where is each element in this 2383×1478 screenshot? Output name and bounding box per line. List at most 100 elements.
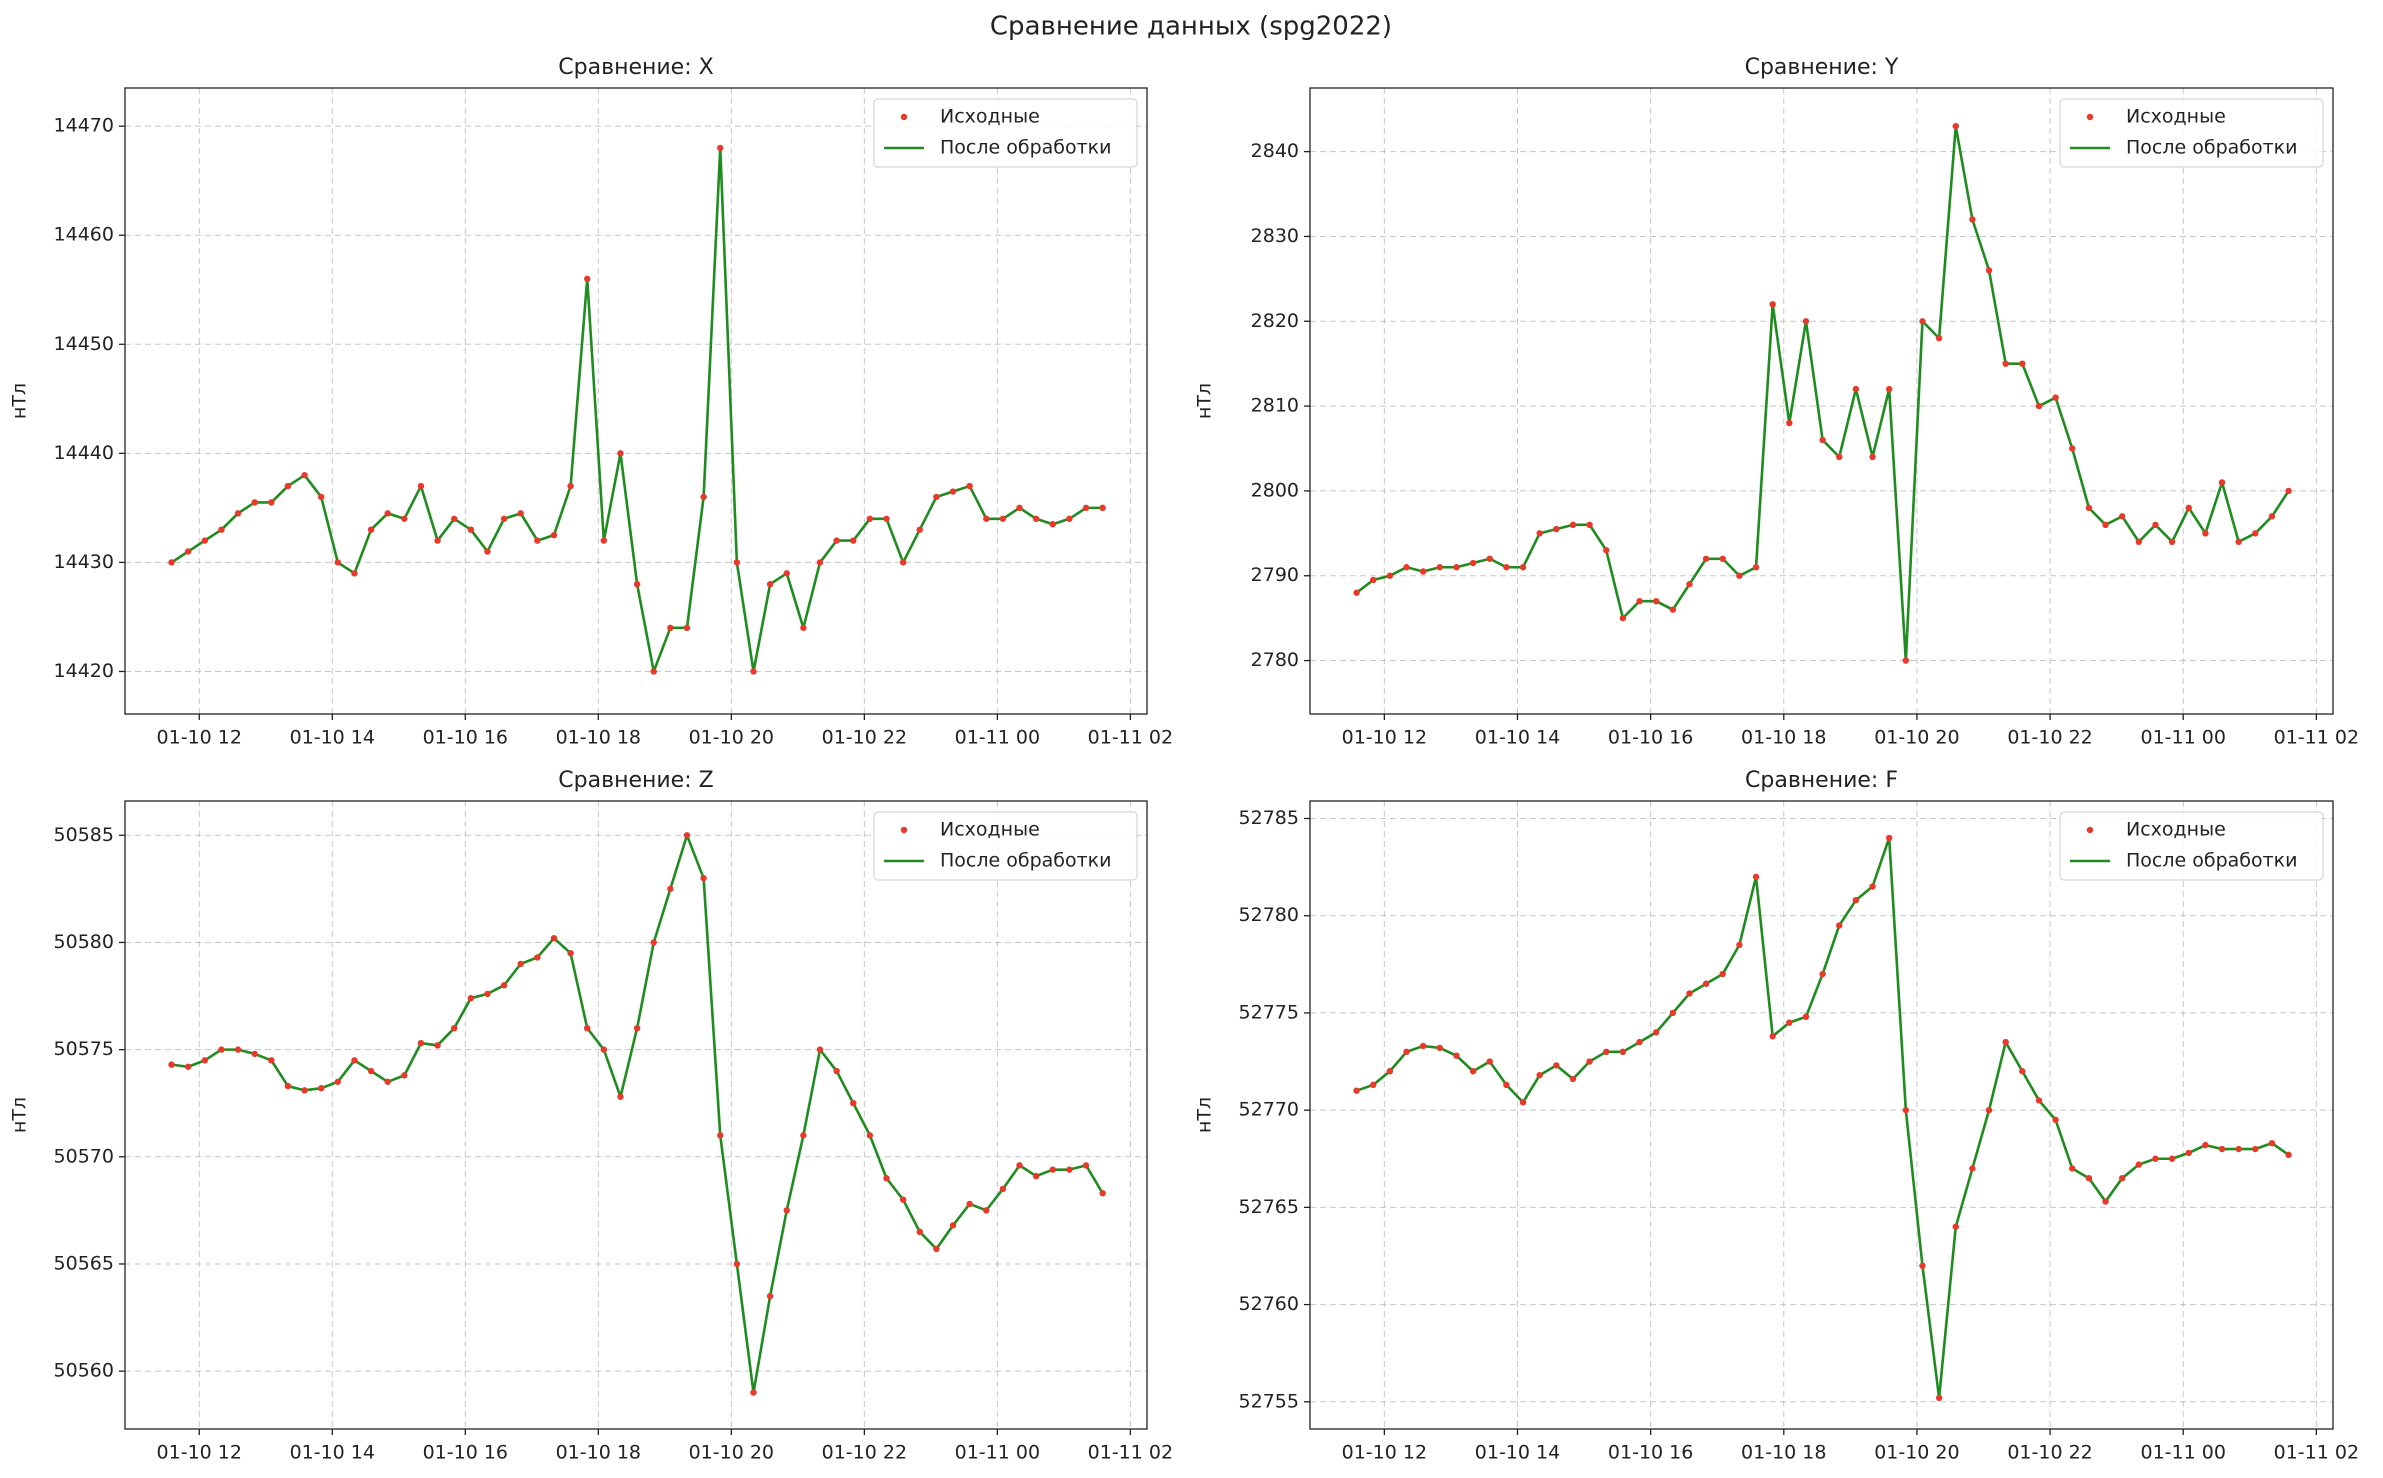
y-tick-label: 52765	[1239, 1196, 1299, 1218]
y-tick-label: 52760	[1239, 1293, 1299, 1315]
axes-frame	[124, 87, 1148, 715]
data-point	[1952, 122, 1959, 130]
data-point	[2118, 513, 2126, 520]
legend-label: Исходные	[2126, 106, 2226, 128]
data-point	[633, 581, 641, 588]
data-point	[1802, 1013, 1810, 1021]
data-point	[268, 499, 275, 506]
y-tick-label: 2820	[1251, 310, 1299, 332]
data-point	[1419, 1042, 1427, 1050]
data-point	[500, 982, 508, 989]
y-tick-label: 50570	[54, 1145, 114, 1167]
legend-label: После обработки	[2126, 137, 2298, 159]
data-point	[168, 1061, 175, 1068]
data-point	[1652, 597, 1660, 605]
subplot-title: Сравнение: Z	[558, 768, 713, 793]
data-point	[1802, 318, 1810, 325]
data-point	[1032, 515, 1040, 522]
data-point	[1099, 1190, 1106, 1197]
data-point	[268, 1057, 275, 1064]
data-point	[417, 1039, 425, 1047]
legend-label: После обработки	[940, 850, 1112, 872]
legend-swatch	[2086, 113, 2094, 121]
x-tick-label: 01-11 02	[2274, 727, 2359, 749]
data-point	[2268, 1139, 2276, 1147]
data-point	[966, 482, 973, 490]
subplot: Сравнение: X нТл 14420 14430 14440 14450 14460…	[9, 55, 1174, 749]
data-point	[1082, 504, 1090, 512]
legend-box	[2059, 98, 2324, 168]
data-point	[916, 526, 923, 533]
legend-box	[873, 98, 1138, 168]
data-point	[1066, 515, 1073, 522]
data-point	[1066, 1166, 1073, 1173]
data-point	[2152, 1155, 2159, 1162]
legend-label: После обработки	[2126, 850, 2298, 872]
data-point	[2019, 360, 2026, 367]
data-point	[1985, 267, 1993, 274]
data-point	[1985, 1106, 1993, 1114]
data-point	[1016, 504, 1023, 512]
data-point	[983, 515, 990, 522]
data-point	[467, 526, 475, 533]
y-tick-label: 14430	[54, 551, 114, 573]
data-point	[933, 493, 940, 501]
data-point	[2069, 445, 2076, 452]
data-point	[2135, 1161, 2143, 1168]
axes-frame	[1309, 87, 2334, 715]
data-point	[733, 559, 741, 566]
data-point	[1553, 525, 1560, 533]
data-point	[1969, 1165, 1976, 1172]
data-point	[317, 493, 325, 501]
data-point	[567, 482, 574, 490]
data-point	[2202, 530, 2209, 537]
x-tick-label: 01-10 14	[290, 727, 375, 749]
data-point	[351, 570, 358, 577]
data-point	[1586, 1058, 1593, 1065]
data-point	[1403, 1048, 1410, 1056]
y-tick-label: 50560	[54, 1360, 114, 1382]
data-point	[750, 1389, 757, 1396]
y-tick-label: 50565	[54, 1252, 114, 1274]
x-tick-label: 01-10 22	[2007, 1442, 2092, 1464]
data-point	[1969, 216, 1976, 223]
data-point	[2168, 538, 2176, 546]
data-point	[1752, 564, 1760, 571]
data-point	[1386, 1068, 1394, 1075]
data-point	[367, 526, 375, 533]
data-point	[1769, 1033, 1776, 1040]
x-tick-label: 01-11 02	[1088, 1442, 1173, 1464]
data-point	[1453, 1052, 1460, 1059]
x-tick-label: 01-10 18	[1741, 1442, 1826, 1464]
legend-label: Исходные	[2126, 819, 2226, 841]
data-point	[2085, 504, 2093, 512]
data-point	[1719, 970, 1726, 978]
data-point	[933, 1245, 940, 1253]
data-point	[1603, 547, 1610, 554]
legend-label: После обработки	[940, 137, 1112, 159]
data-point	[184, 548, 192, 555]
data-point	[1503, 564, 1510, 571]
data-point	[351, 1057, 358, 1064]
data-point	[2152, 521, 2159, 529]
legend-swatch	[2086, 826, 2094, 834]
data-point	[617, 450, 624, 457]
data-point	[1919, 318, 1926, 325]
data-point	[1386, 572, 1394, 579]
x-tick-label: 01-10 22	[822, 1442, 907, 1464]
x-tick-label: 01-10 16	[423, 1442, 508, 1464]
data-point	[783, 570, 790, 577]
data-point	[1836, 453, 1843, 461]
data-point	[168, 559, 175, 566]
data-point	[201, 537, 209, 544]
y-axis-label: нТл	[1194, 383, 1216, 419]
data-point	[983, 1207, 990, 1214]
data-point	[2002, 360, 2009, 367]
data-point	[434, 537, 441, 544]
data-point	[850, 1100, 857, 1107]
data-point	[2135, 538, 2143, 546]
data-point	[1486, 1058, 1493, 1065]
y-axis-label: нТл	[9, 1097, 31, 1133]
data-point	[218, 526, 225, 533]
data-point	[999, 515, 1007, 522]
